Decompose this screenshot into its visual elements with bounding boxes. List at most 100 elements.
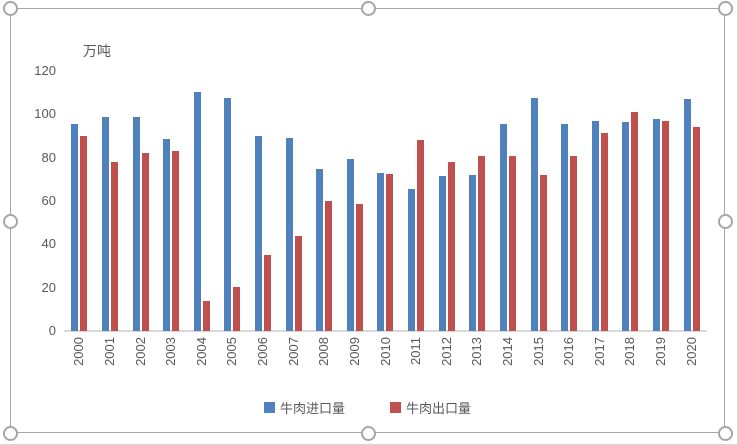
bar-imports-2011[interactable] — [408, 189, 416, 331]
y-axis-unit-label: 万吨 — [83, 43, 111, 59]
x-axis-label-2003: 2003 — [163, 337, 179, 366]
bar-imports-2007[interactable] — [285, 138, 293, 331]
x-axis-label-2007: 2007 — [285, 337, 301, 366]
bar-exports-2016[interactable] — [570, 155, 578, 331]
bar-imports-2018[interactable] — [622, 121, 630, 331]
legend-swatch-exports-icon — [390, 402, 401, 413]
bar-imports-2020[interactable] — [683, 99, 691, 331]
plot-area[interactable] — [64, 71, 707, 332]
x-axis-label-2004: 2004 — [193, 337, 209, 366]
bar-group-2010 — [370, 71, 401, 331]
bar-exports-2007[interactable] — [294, 235, 302, 331]
bar-group-2013 — [462, 71, 493, 331]
bar-group-2001 — [95, 71, 126, 331]
bar-exports-2000[interactable] — [80, 136, 88, 331]
y-tick-120: 120 — [34, 63, 56, 78]
bar-exports-2014[interactable] — [508, 155, 516, 331]
bar-exports-2019[interactable] — [662, 120, 670, 331]
bar-exports-2006[interactable] — [264, 255, 271, 331]
resize-handle-middle-left[interactable] — [3, 213, 18, 229]
legend-label-imports: 牛肉进口量 — [279, 401, 345, 416]
bar-exports-2018[interactable] — [631, 112, 639, 331]
y-tick-0: 0 — [48, 323, 56, 338]
bar-group-2008 — [309, 71, 340, 331]
bar-group-2007 — [278, 71, 309, 331]
bar-exports-2002[interactable] — [141, 153, 149, 331]
bar-exports-2013[interactable] — [478, 155, 486, 331]
bar-group-2003 — [156, 71, 187, 331]
x-axis-label-2008: 2008 — [316, 337, 332, 366]
bar-imports-2004[interactable] — [193, 91, 201, 331]
bar-imports-2001[interactable] — [101, 116, 109, 331]
bar-exports-2005[interactable] — [233, 286, 241, 331]
bar-exports-2010[interactable] — [386, 173, 394, 331]
resize-handle-middle-right[interactable] — [718, 213, 733, 229]
x-axis-label-2009: 2009 — [346, 337, 362, 366]
resize-handle-top-center[interactable] — [360, 1, 376, 16]
bar-imports-2017[interactable] — [591, 120, 599, 331]
x-axis-label-2015: 2015 — [530, 337, 546, 366]
x-axis-label-2019: 2019 — [653, 337, 669, 366]
bar-group-2016 — [554, 71, 585, 331]
resize-handle-top-right[interactable] — [718, 1, 733, 16]
resize-handle-bottom-right[interactable] — [718, 426, 733, 441]
bar-imports-2019[interactable] — [653, 118, 661, 331]
bar-imports-2012[interactable] — [438, 176, 446, 331]
bar-group-2017 — [585, 71, 616, 331]
x-axis-label-2018: 2018 — [622, 337, 638, 366]
x-axis-label-2011: 2011 — [408, 337, 424, 365]
x-axis-label-2017: 2017 — [591, 337, 607, 366]
legend-label-exports: 牛肉出口量 — [406, 401, 472, 416]
x-axis-label-2014: 2014 — [499, 337, 515, 366]
resize-handle-top-left[interactable] — [3, 1, 18, 16]
legend[interactable]: 牛肉进口量 牛肉出口量 — [11, 398, 724, 417]
bar-imports-2015[interactable] — [530, 98, 538, 331]
bar-imports-2005[interactable] — [224, 98, 232, 331]
legend-item-exports[interactable]: 牛肉出口量 — [390, 398, 471, 417]
bar-group-2006 — [248, 71, 279, 331]
bar-exports-2012[interactable] — [447, 162, 455, 331]
bar-exports-2020[interactable] — [692, 127, 700, 331]
x-axis-label-2016: 2016 — [561, 337, 577, 366]
x-axis-label-2006: 2006 — [255, 337, 271, 366]
bar-exports-2011[interactable] — [417, 140, 425, 331]
bar-imports-2000[interactable] — [71, 124, 79, 331]
bar-group-2014 — [493, 71, 524, 331]
y-tick-80: 80 — [41, 149, 56, 165]
y-axis[interactable]: 120 100 80 60 40 20 0 — [16, 9, 56, 432]
bar-imports-2002[interactable] — [132, 116, 140, 331]
y-tick-100: 100 — [34, 106, 56, 122]
bar-exports-2017[interactable] — [600, 132, 608, 331]
bar-imports-2003[interactable] — [163, 139, 171, 331]
bar-exports-2009[interactable] — [355, 204, 363, 331]
bar-imports-2009[interactable] — [346, 158, 354, 331]
bar-group-2018 — [615, 71, 646, 331]
legend-item-imports[interactable]: 牛肉进口量 — [263, 398, 345, 417]
x-axis-label-2005: 2005 — [224, 337, 240, 366]
bar-exports-2004[interactable] — [202, 300, 210, 331]
bar-exports-2003[interactable] — [172, 151, 180, 331]
bar-exports-2015[interactable] — [539, 175, 547, 331]
bar-imports-2016[interactable] — [561, 124, 569, 331]
bar-imports-2008[interactable] — [316, 168, 324, 331]
x-axis-label-2012: 2012 — [438, 337, 454, 366]
bar-group-2019 — [646, 71, 677, 331]
bar-group-2009 — [340, 71, 371, 331]
bar-exports-2001[interactable] — [110, 162, 118, 331]
legend-swatch-imports-icon — [263, 402, 275, 413]
bar-imports-2006[interactable] — [255, 136, 262, 331]
bar-group-2004 — [186, 71, 217, 331]
resize-handle-bottom-center[interactable] — [360, 426, 376, 441]
bar-exports-2008[interactable] — [325, 201, 333, 331]
x-axis-labels[interactable]: 2000 2001 2002 2003 2004 2005 2006 2007 2008 2009… — [11, 9, 724, 432]
bar-imports-2010[interactable] — [377, 172, 385, 331]
y-tick-60: 60 — [41, 193, 56, 208]
chart-object[interactable]: 万吨 120 100 80 60 40 20 0 2000 2001 2002 2003 2004 2… — [3, 1, 733, 441]
x-axis-label-2010: 2010 — [377, 337, 393, 366]
bar-imports-2014[interactable] — [499, 124, 507, 331]
bar-imports-2013[interactable] — [469, 175, 477, 331]
x-axis-label-2001: 2001 — [101, 337, 117, 366]
resize-handle-bottom-left[interactable] — [3, 426, 18, 441]
bar-group-2000 — [64, 71, 95, 331]
x-axis-label-2020: 2020 — [683, 337, 699, 366]
